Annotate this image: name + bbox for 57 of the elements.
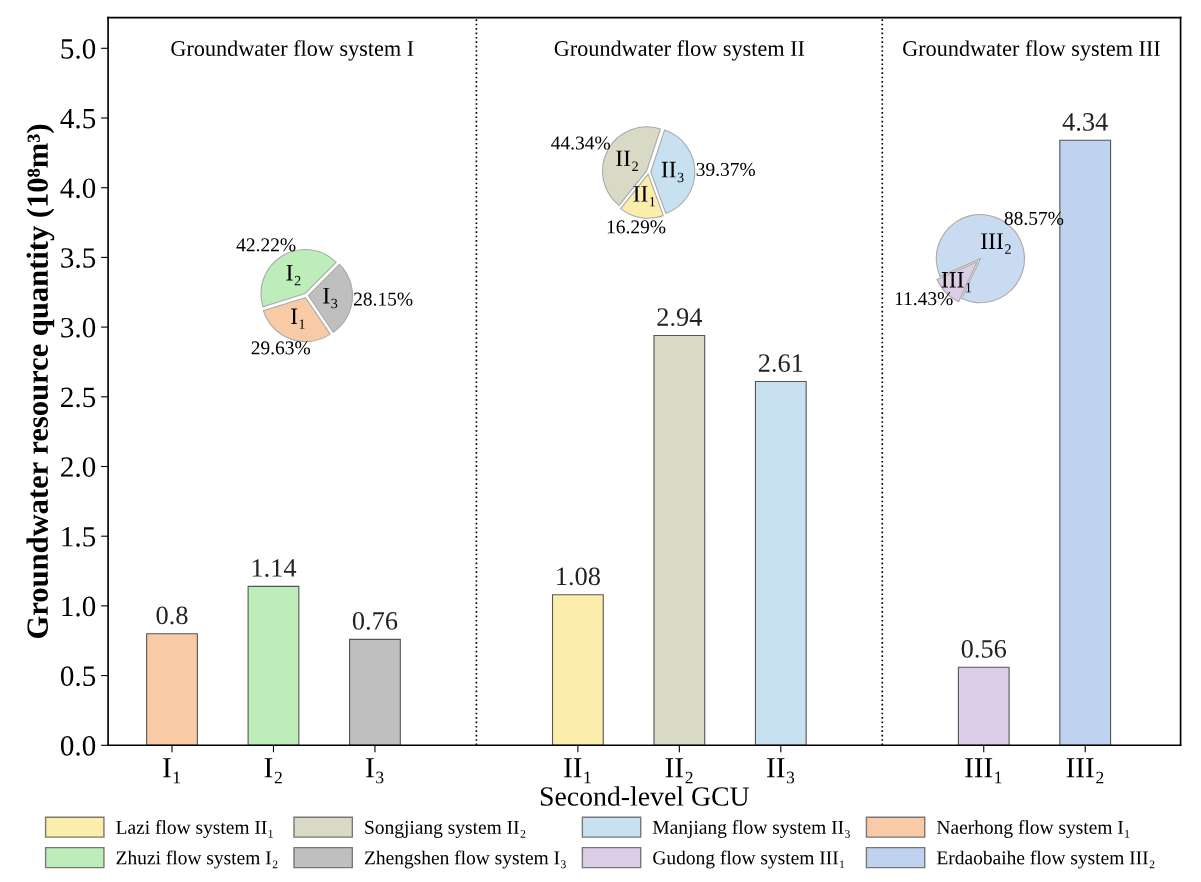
data-label: 42.22% [236, 238, 296, 252]
x-tick-label: II₂ [665, 758, 693, 784]
y-tick-label: 3.5 [61, 248, 96, 268]
y-tick-label: 1.0 [62, 596, 96, 617]
y-tick-label: 3.0 [61, 317, 96, 338]
legend-label: Gudong flow system III₁ [653, 850, 845, 869]
data-label: 11.43% [895, 292, 953, 306]
slice-label: III₁ [941, 272, 972, 293]
slice-label: I₃ [323, 287, 338, 309]
y-tick-label: 5.0 [61, 39, 96, 59]
x-axis-title: Second-level GCU [540, 786, 750, 806]
y-tick-label: 0.5 [60, 666, 96, 687]
data-label: 2.61 [758, 354, 803, 373]
legend-label: Zhengshen flow system I₃ [364, 850, 566, 869]
legend-label: Manjiang flow system II₃ [652, 820, 850, 838]
x-tick-label: II₃ [767, 758, 795, 784]
x-tick-label: III₂ [1066, 758, 1104, 784]
legend-label: Zhuzi flow system I₂ [116, 850, 278, 869]
x-tick-label: I₁ [163, 758, 180, 784]
data-label: 88.57% [1004, 211, 1064, 226]
legend-label: Erdaobaihe flow system III₂ [936, 850, 1155, 869]
data-label: 1.14 [252, 559, 297, 577]
slice-label: I₁ [291, 308, 305, 329]
data-label: 0.56 [961, 639, 1007, 658]
x-tick-label: I₂ [264, 758, 282, 784]
legend-label: Naerhong flow system I₁ [936, 820, 1130, 838]
y-tick-label: 0.0 [60, 736, 96, 756]
data-label: 0.76 [352, 612, 398, 630]
x-tick-label: I₃ [366, 758, 384, 784]
x-tick-label: II₁ [564, 758, 591, 784]
data-label: 1.08 [557, 567, 600, 586]
pie-slice [307, 263, 354, 333]
annotation: Groundwater flow system I [171, 40, 414, 61]
data-label: 4.34 [1062, 113, 1108, 131]
legend-label: Songjiang system II₂ [365, 820, 526, 838]
slice-label: II₁ [633, 186, 655, 207]
y-tick-label: 4.5 [60, 108, 96, 129]
slice-label: II₂ [616, 150, 638, 171]
data-label: 16.29% [607, 220, 666, 234]
y-tick-label: 2.5 [61, 387, 96, 408]
annotation: Groundwater flow system III [903, 40, 1160, 61]
data-label: 29.63% [251, 341, 311, 355]
data-label: 44.34% [551, 136, 610, 150]
data-label: 0.8 [156, 606, 188, 625]
data-label: 2.94 [657, 308, 703, 327]
data-label: 39.37% [696, 162, 756, 177]
data-label: 28.15% [353, 292, 413, 306]
x-tick-label: III₁ [965, 758, 1002, 784]
annotation: Groundwater flow system II [554, 40, 805, 61]
y-tick-label: 1.5 [62, 527, 96, 547]
y-tick-label: 2.0 [61, 457, 96, 478]
y-axis-title: Groundwater resource quantity (10⁸m³) [26, 124, 55, 638]
slice-label: I₂ [286, 264, 301, 286]
y-tick-label: 4.0 [60, 178, 96, 199]
legend-label: Lazi flow system II₁ [116, 820, 273, 838]
slice-label: III₂ [981, 233, 1011, 254]
slice-label: II₃ [661, 161, 684, 183]
